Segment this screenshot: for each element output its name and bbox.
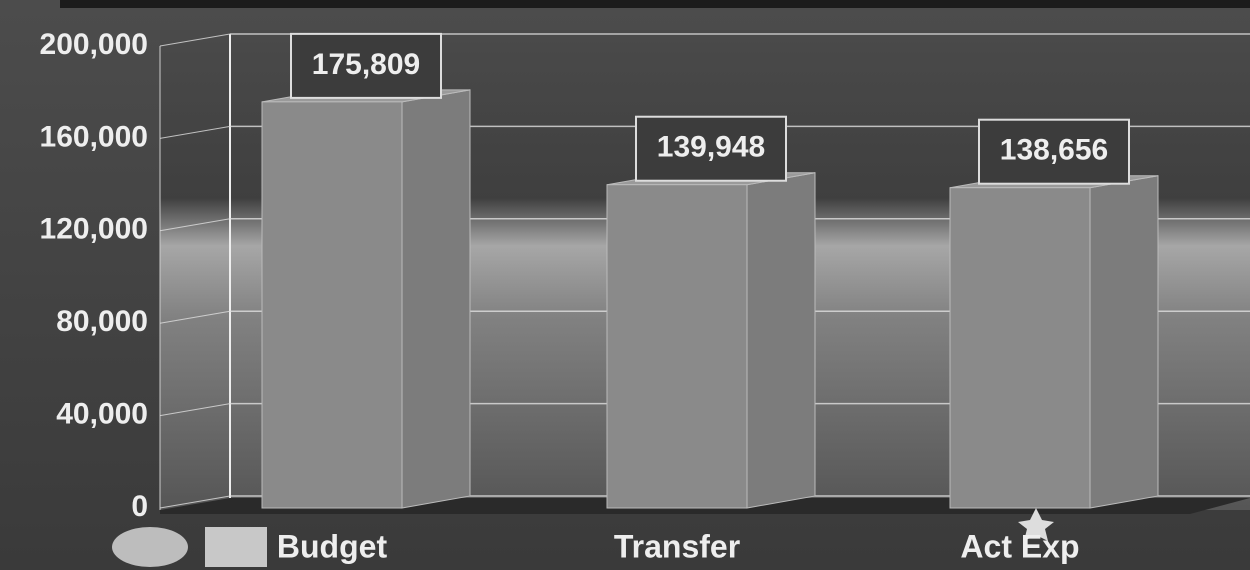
bar [606,184,748,509]
y-tick-label: 160,000 [40,120,148,153]
y-tick-label: 200,000 [40,28,148,61]
legend-icon [112,527,188,567]
grid-line [159,495,231,509]
value-label-box [635,115,787,182]
grid-line [159,33,231,47]
grid-line [159,310,231,324]
star-icon [1018,508,1054,541]
bar-side [401,89,471,509]
x-tick-label: Act Exp [960,528,1079,564]
bar-side [1089,175,1159,509]
x-tick-label: Budget [277,528,388,564]
grid-line [159,125,231,139]
y-tick-label: 120,000 [40,213,148,246]
y-tick-label: 80,000 [56,305,148,338]
value-label-box [978,118,1130,185]
bar-side [746,172,816,509]
grid-line [159,218,231,232]
y-tick-label: 0 [131,490,148,523]
value-label: 175,809 [312,48,420,81]
grid-line [159,403,231,417]
value-label: 139,948 [657,131,765,164]
x-tick-label: Transfer [614,528,740,564]
bar [261,101,403,509]
value-label: 138,656 [1000,134,1108,167]
top-band [60,0,1250,8]
legend-icon [205,527,267,567]
value-label-box [290,32,442,99]
bar [949,187,1091,509]
y-tick-label: 40,000 [56,398,148,431]
